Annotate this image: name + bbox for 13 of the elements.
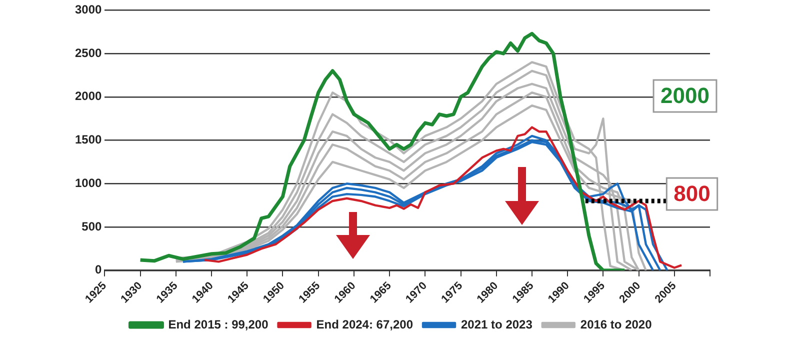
legend-label: End 2024: 67,200 bbox=[316, 317, 414, 332]
y-tick-label: 3000 bbox=[74, 2, 102, 17]
annotation: 2000 bbox=[660, 83, 710, 108]
y-tick-label: 2500 bbox=[74, 46, 102, 60]
y-tick-label: 1500 bbox=[74, 132, 102, 147]
annotation: 800 bbox=[674, 181, 710, 206]
legend-label: 2021 to 2023 bbox=[461, 317, 533, 332]
y-tick-label: 1000 bbox=[74, 176, 102, 190]
y-tick-label: 0 bbox=[95, 262, 102, 277]
y-tick-label: 2000 bbox=[74, 89, 102, 104]
y-tick-label: 500 bbox=[82, 219, 102, 234]
legend-label: 2016 to 2020 bbox=[580, 317, 652, 332]
legend-label: End 2015 : 99,200 bbox=[168, 317, 269, 332]
